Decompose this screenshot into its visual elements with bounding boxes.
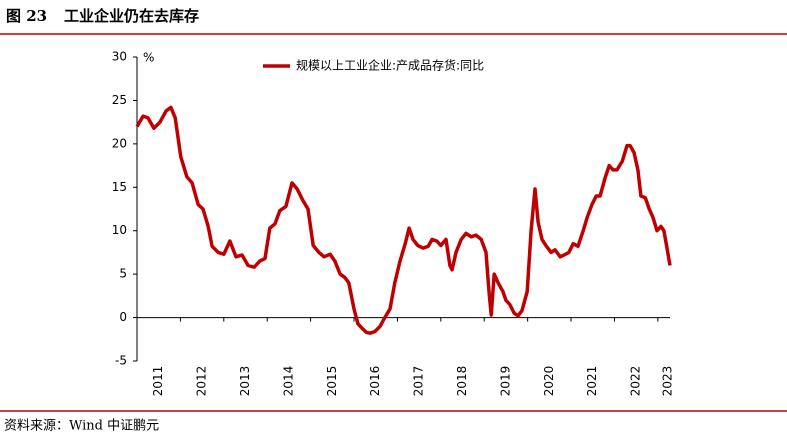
x-tick-label: 2021 xyxy=(585,366,599,397)
y-tick-label: 5 xyxy=(119,267,127,281)
x-tick-label: 2020 xyxy=(542,366,556,397)
data-line xyxy=(135,105,672,335)
legend-label: 规模以上工业企业:产成品存货:同比 xyxy=(296,58,484,73)
y-tick-label: 30 xyxy=(112,50,127,64)
y-tick-label: 10 xyxy=(112,223,127,237)
y-unit: % xyxy=(143,51,154,65)
y-tick-label: -5 xyxy=(115,354,127,368)
source: 资料来源：Wind 中证鹏元 xyxy=(4,419,159,434)
chart-title: 工业企业仍在去库存 xyxy=(64,7,199,25)
x-tick-label: 2014 xyxy=(281,366,295,397)
x-tick-label: 2018 xyxy=(455,366,469,397)
x-tick-label: 2013 xyxy=(238,366,252,397)
x-tick-label: 2012 xyxy=(195,366,209,397)
x-tick-label: 2017 xyxy=(412,366,426,397)
figure-label: 图 23 xyxy=(6,7,47,25)
x-tick-label: 2016 xyxy=(368,366,382,397)
y-tick-label: 20 xyxy=(112,136,127,150)
x-tick-label: 2022 xyxy=(629,366,643,397)
x-tick-label: 2019 xyxy=(498,366,512,397)
x-tick-label: 2015 xyxy=(325,366,339,397)
x-tick-label: 2023 xyxy=(661,366,675,397)
y-tick-label: 15 xyxy=(112,180,127,194)
y-tick-label: 0 xyxy=(119,310,127,324)
y-tick-label: 25 xyxy=(112,93,127,107)
x-tick-label: 2011 xyxy=(151,366,165,397)
